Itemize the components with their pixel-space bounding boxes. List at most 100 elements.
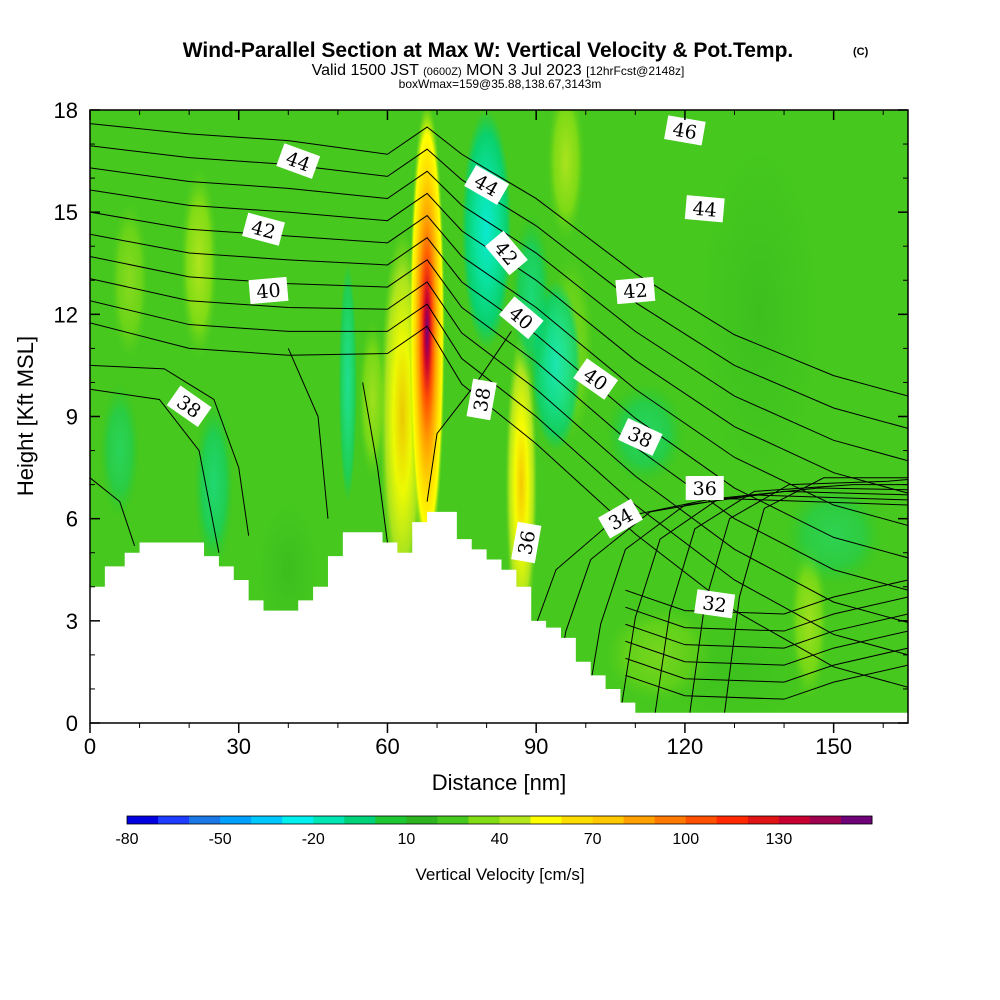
colorbar-tick-label: 70 <box>584 831 602 848</box>
theta-contour-line <box>625 579 908 615</box>
theta-label-36: 36 <box>685 476 724 501</box>
colorbar-swatch <box>437 816 469 824</box>
theta-contour-line <box>90 233 908 559</box>
theta-contour-line <box>90 322 908 688</box>
colorbar-tick-label: -50 <box>209 831 232 848</box>
theta-label-38: 38 <box>466 378 497 421</box>
y-tick-label: 3 <box>66 609 78 634</box>
w-field-patch <box>546 110 586 247</box>
colorbar-tick-label: 100 <box>672 831 699 848</box>
theta-contour-line <box>654 484 908 713</box>
theta-contour-line <box>90 278 908 624</box>
colorbar-swatch <box>778 816 811 824</box>
colorbar-swatch <box>561 816 594 824</box>
colorbar-swatch <box>220 816 252 824</box>
theta-label-42: 42 <box>615 276 656 305</box>
colorbar-swatch <box>623 816 656 824</box>
w-field-patch <box>338 263 357 502</box>
colorbar-swatch <box>313 816 345 824</box>
theta-label-text: 42 <box>622 279 648 303</box>
y-tick-label: 6 <box>66 507 78 532</box>
chart-title-mark: (C) <box>853 46 869 58</box>
x-tick-label: 0 <box>84 734 96 759</box>
theta-contour-line <box>362 382 388 543</box>
theta-contour-line <box>625 630 908 666</box>
colorbar-tick-label: 40 <box>491 831 509 848</box>
colorbar-swatch <box>344 816 376 824</box>
chart-subtitle-valid: Valid 1500 JST (0600Z) MON 3 Jul 2023 [1… <box>312 62 685 79</box>
theta-label-text: 40 <box>256 279 282 303</box>
colorbar-title: Vertical Velocity [cm/s] <box>415 865 584 884</box>
w-field-patch <box>357 314 388 485</box>
w-field-patch <box>511 212 552 383</box>
theta-label-36: 36 <box>511 521 542 564</box>
theta-contour-line <box>90 189 908 494</box>
colorbar-tick-label: 10 <box>397 831 415 848</box>
colorbar-swatch <box>158 816 190 824</box>
theta-contour-line <box>585 490 908 713</box>
x-tick-label: 120 <box>667 734 704 759</box>
colorbar-swatch <box>809 816 842 824</box>
colorbar-tick-label: 130 <box>766 831 793 848</box>
colorbar-swatch <box>468 816 500 824</box>
w-field-patch <box>409 110 445 563</box>
w-field-patch <box>660 620 809 723</box>
theta-contour-line <box>625 664 908 700</box>
theta-label-text: 38 <box>470 386 496 414</box>
colorbar-swatch <box>251 816 283 824</box>
theta-contour-line <box>90 145 908 429</box>
theta-label-40: 40 <box>248 276 289 305</box>
colorbar-frame <box>126 815 873 825</box>
colorbar-swatch <box>840 816 873 824</box>
colorbar-tick-label: -80 <box>115 831 138 848</box>
x-axis-label: Distance [nm] <box>432 770 567 795</box>
theta-contour-line <box>90 388 220 553</box>
colorbar-tick-label: -20 <box>302 831 325 848</box>
theta-contour-line <box>90 364 250 536</box>
colorbar-swatch <box>530 816 563 824</box>
colorbar-swatch <box>685 816 718 824</box>
theta-label-text: 44 <box>692 198 718 222</box>
subtitle-valid-d: [12hrFcst@2148z] <box>586 64 684 78</box>
y-tick-label: 9 <box>66 405 78 430</box>
colorbar-swatch <box>127 816 159 824</box>
theta-label-46: 46 <box>664 115 706 146</box>
colorbar-swatch <box>716 816 749 824</box>
x-tick-label: 150 <box>815 734 852 759</box>
colorbar-swatch <box>592 816 625 824</box>
colorbar-swatch <box>375 816 407 824</box>
x-tick-label: 30 <box>226 734 250 759</box>
terrain-mask <box>90 511 908 723</box>
w-field-patch <box>109 195 150 366</box>
theta-label-38: 38 <box>617 418 663 456</box>
theta-contour-line <box>625 613 908 649</box>
theta-label-text: 36 <box>693 478 717 500</box>
theta-label-32: 32 <box>694 589 736 619</box>
colorbar-swatch <box>406 816 438 824</box>
colorbar-swatch <box>499 816 532 824</box>
theta-contour-line <box>426 331 512 502</box>
colorbar-swatch <box>189 816 221 824</box>
theta-label-42: 42 <box>485 230 528 276</box>
subtitle-valid-a: Valid 1500 JST <box>312 62 420 79</box>
subtitle-valid-b: (0600Z) <box>423 66 462 78</box>
theta-contour-line <box>287 348 329 519</box>
theta-contour-line <box>625 647 908 683</box>
theta-contour-line <box>689 479 908 713</box>
theta-label-text: 46 <box>671 118 699 144</box>
chart-subtitle-box: boxWmax=159@35.88,138.67,3143m <box>399 77 602 91</box>
theta-contour-line <box>90 300 908 656</box>
theta-label-text: 36 <box>514 529 540 557</box>
w-field-patch <box>99 382 140 519</box>
x-tick-label: 90 <box>524 734 548 759</box>
colorbar-swatch <box>654 816 687 824</box>
x-axis: 0 30 60 90 120 150 <box>84 110 884 759</box>
colorbar-swatch <box>282 816 314 824</box>
theta-contour-line <box>90 123 908 397</box>
y-tick-label: 0 <box>66 711 78 736</box>
subtitle-valid-c: MON 3 Jul 2023 <box>466 62 582 79</box>
theta-contour-line <box>625 596 908 632</box>
